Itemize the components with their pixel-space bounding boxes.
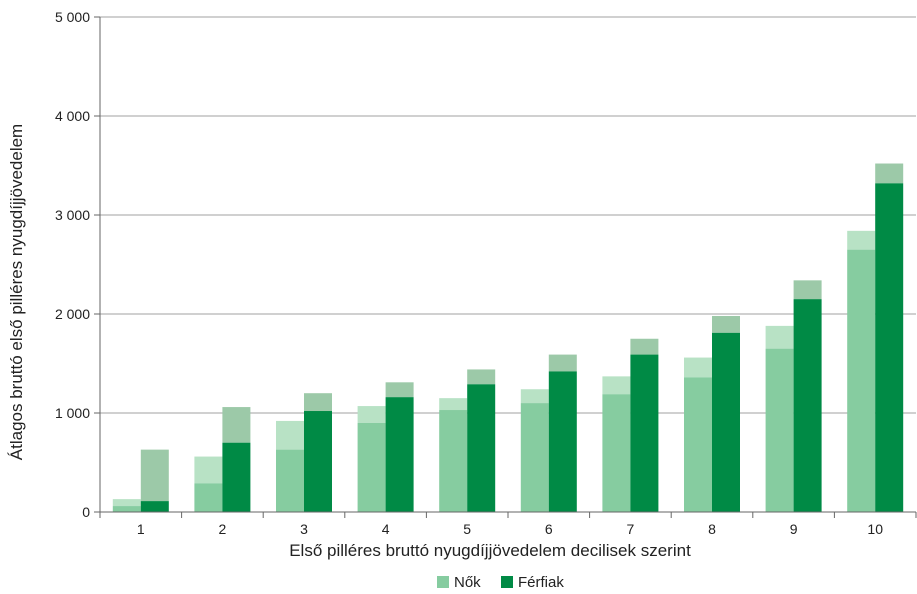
bar-ferfiak-upper (140, 449, 169, 502)
bar-ferfiak (793, 299, 822, 512)
legend: Nők Férfiak (437, 574, 564, 591)
y-tick-labels: 0 1 000 2 000 3 000 4 000 5 000 (55, 9, 90, 520)
bar-nok (520, 403, 549, 512)
bar-ferfiak (548, 371, 577, 512)
x-tick-label: 4 (382, 521, 390, 537)
bar-nok (602, 394, 631, 512)
bar-ferfiak-upper (304, 393, 332, 412)
bar-ferfiak-upper (385, 382, 414, 398)
bar-nok (765, 348, 794, 512)
bar-ferfiak-upper (630, 338, 659, 355)
bar-ferfiak (385, 397, 414, 512)
bar-nok (684, 377, 712, 512)
y-axis-title: Átlagos bruttó első pilléres nyugdíjjöve… (7, 124, 26, 460)
x-tick-label: 2 (219, 521, 227, 537)
x-tick-label: 3 (300, 521, 308, 537)
x-tick-label: 1 (137, 521, 145, 537)
bar-ferfiak (467, 384, 496, 512)
bars (112, 163, 904, 512)
y-tick-label: 3 000 (55, 207, 90, 223)
legend-swatch-ferfiak (501, 576, 513, 588)
bar-nok (194, 483, 223, 512)
bar-nok (112, 506, 141, 512)
bar-nok-upper (520, 389, 549, 404)
bar-nok-upper (357, 406, 386, 423)
bar-nok (847, 249, 876, 512)
bar-nok-upper (847, 230, 876, 250)
y-tick-label: 2 000 (55, 306, 90, 322)
x-tick-label: 7 (627, 521, 635, 537)
bar-nok-upper (194, 456, 223, 484)
bar-ferfiak-upper (467, 369, 496, 385)
bar-ferfiak-upper (793, 280, 822, 300)
bar-ferfiak (304, 411, 332, 512)
bar-ferfiak (712, 332, 740, 512)
legend-label-nok: Nők (454, 574, 481, 591)
y-tick-label: 4 000 (55, 108, 90, 124)
axes (94, 16, 917, 518)
bar-ferfiak-upper (875, 163, 904, 184)
bar-nok (439, 410, 468, 512)
legend-label-ferfiak: Férfiak (518, 574, 564, 591)
bar-nok-upper (112, 499, 141, 507)
bar-nok-upper (602, 376, 631, 395)
bar-nok-upper (276, 420, 304, 450)
x-tick-label: 8 (708, 521, 716, 537)
bar-ferfiak (140, 501, 169, 512)
legend-swatch-nok (437, 576, 449, 588)
y-tick-label: 5 000 (55, 9, 90, 25)
bar-ferfiak-upper (548, 354, 577, 372)
bar-ferfiak (630, 354, 659, 512)
bar-nok-upper (765, 325, 794, 349)
y-tick-label: 0 (82, 504, 90, 520)
x-tick-label: 5 (463, 521, 471, 537)
bar-nok (357, 422, 386, 512)
x-tick-label: 6 (545, 521, 553, 537)
bar-ferfiak (875, 183, 904, 512)
y-tick-label: 1 000 (55, 405, 90, 421)
x-tick-label: 9 (790, 521, 798, 537)
bar-ferfiak (222, 442, 251, 512)
x-tick-labels: 1 2 3 4 5 6 7 8 9 10 (137, 521, 883, 537)
bar-ferfiak-upper (712, 315, 740, 333)
bar-nok (276, 449, 304, 512)
x-tick-label: 10 (867, 521, 883, 537)
bar-nok-upper (439, 398, 468, 411)
bar-ferfiak-upper (222, 407, 251, 443)
x-axis-title: Első pilléres bruttó nyugdíjjövedelem de… (289, 541, 691, 560)
bar-nok-upper (684, 357, 712, 378)
